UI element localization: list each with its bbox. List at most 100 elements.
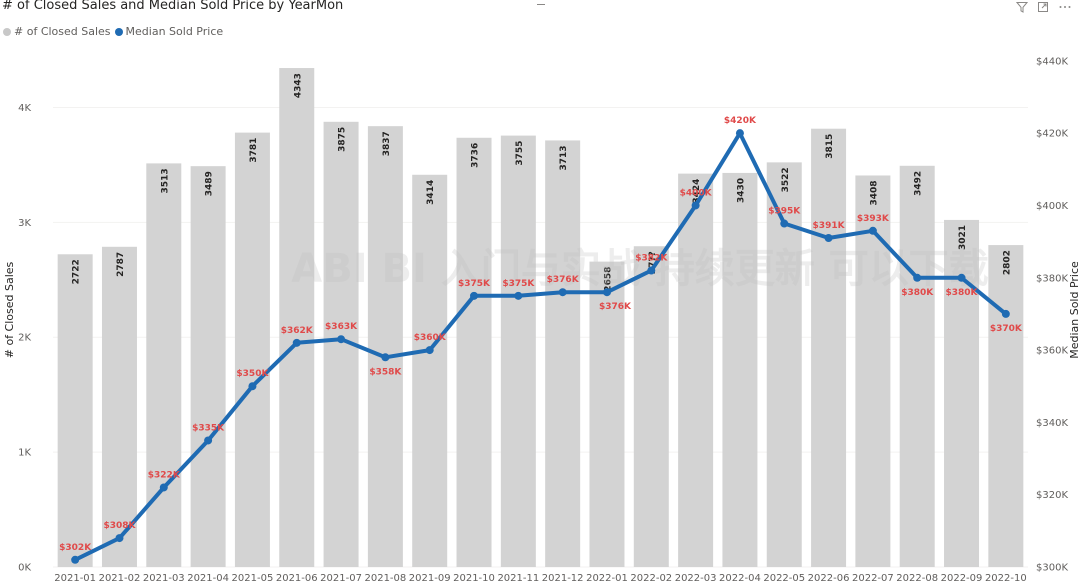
bar[interactable] [988,245,1024,567]
bar[interactable] [456,137,492,567]
bar[interactable] [57,254,93,567]
bar-value-label: 3424 [692,179,702,204]
right-axis-tick: $400K [1036,201,1068,212]
bar[interactable] [146,163,182,568]
legend-marker-closed-sales [3,27,11,36]
line-point[interactable] [204,436,213,445]
watermark: ABI BI 入门与实战 持续更新 可以下载 [291,246,988,292]
line-point[interactable] [159,483,168,492]
x-axis-tick: 2021-10 [453,573,495,584]
legend-label-median-price: Median Sold Price [125,25,224,38]
line-point[interactable] [1001,309,1010,318]
bar[interactable] [589,261,625,567]
line-value-label: $376K [599,302,632,312]
x-axis-tick: 2021-07 [320,573,362,584]
line-point[interactable] [824,234,833,242]
bar[interactable] [678,173,714,568]
x-axis-tick: 2021-01 [54,573,96,584]
bar-value-label: 4343 [293,73,303,98]
right-axis-tick: $320K [1036,490,1068,501]
line-point[interactable] [514,291,523,300]
line-value-label: $370K [990,324,1023,334]
bar-value-label: 3021 [958,225,968,250]
x-axis-tick: 2021-08 [364,573,406,584]
x-axis-tick: 2021-11 [497,573,539,584]
legend-item-median-price[interactable]: Median Sold Price [114,25,224,38]
line-point[interactable] [248,382,257,391]
bar[interactable] [811,128,847,567]
line-value-label: $350K [236,369,269,379]
bar[interactable] [545,140,581,568]
bar-value-label: 3713 [559,145,569,170]
legend-item-closed-sales[interactable]: # of Closed Sales [3,25,111,38]
right-axis-tick: $300K [1036,563,1068,574]
bar-value-label: 3430 [736,178,746,203]
bar[interactable] [722,172,758,568]
line-point[interactable] [602,288,611,297]
line-point[interactable] [647,266,656,275]
left-axis-tick: 1K [18,448,31,459]
bar[interactable] [234,132,270,568]
visual-header-icons [1016,1,1072,13]
line-point[interactable] [780,219,789,228]
x-axis-tick: 2022-06 [808,573,850,584]
filter-icon[interactable] [1016,1,1028,13]
line-point[interactable] [558,288,567,297]
right-axis-tick: $380K [1036,273,1068,284]
chart-title: # of Closed Sales and Median Sold Price … [2,0,344,13]
bar[interactable] [500,135,536,567]
line-point[interactable] [691,201,700,210]
bar[interactable] [190,166,226,568]
line-value-label: $380K [946,288,979,298]
line-value-label: $360K [414,333,447,343]
x-axis-tick: 2022-03 [675,573,717,584]
line-point[interactable] [913,273,922,282]
line-value-label: $400K [680,188,713,198]
bar[interactable] [766,162,802,567]
bar[interactable] [899,165,935,568]
focus-mode-icon[interactable] [1037,1,1049,13]
line-value-label: $375K [502,279,535,289]
line-point[interactable] [115,534,124,543]
line-point[interactable] [735,129,744,138]
x-axis-tick: 2022-10 [985,573,1027,584]
left-axis-tick: 0K [18,563,31,574]
line-point[interactable] [425,346,434,355]
bar-value-label: 3781 [249,138,259,163]
line-point[interactable] [292,338,301,347]
x-axis-tick: 2022-08 [896,573,938,584]
legend-label-closed-sales: # of Closed Sales [14,25,111,38]
more-options-icon[interactable] [1058,1,1072,13]
right-axis-tick: $440K [1036,56,1068,67]
left-axis-tick: 4K [18,103,31,114]
x-axis-tick: 2022-07 [852,573,894,584]
drag-grip-icon[interactable] [537,0,545,5]
x-axis-tick: 2021-05 [232,573,274,584]
bar[interactable] [367,126,403,568]
x-axis-tick: 2022-09 [941,573,983,584]
line-point[interactable] [470,291,479,300]
bar[interactable] [412,174,448,567]
bar[interactable] [279,68,315,568]
bar[interactable] [101,246,137,567]
line-value-label: $335K [192,423,225,433]
line-value-label: $391K [813,221,846,231]
line-point[interactable] [957,273,966,282]
line-point[interactable] [71,555,80,564]
line-value-label: $308K [103,521,136,531]
bar-value-label: 3522 [781,167,791,192]
bar-value-label: 3408 [869,180,879,205]
line-point[interactable] [868,226,877,235]
line-value-label: $395K [768,207,801,217]
line-point[interactable] [337,335,346,344]
bar-value-label: 2802 [1002,250,1012,275]
right-axis-tick: $360K [1036,346,1068,357]
right-axis-tick: $420K [1036,129,1068,140]
line-value-label: $382K [635,254,668,264]
bar-value-label: 3815 [825,134,835,159]
bar[interactable] [633,246,669,567]
line-point[interactable] [381,353,390,362]
line-value-label: $393K [857,214,890,224]
left-axis-title: # of Closed Sales [3,261,16,358]
